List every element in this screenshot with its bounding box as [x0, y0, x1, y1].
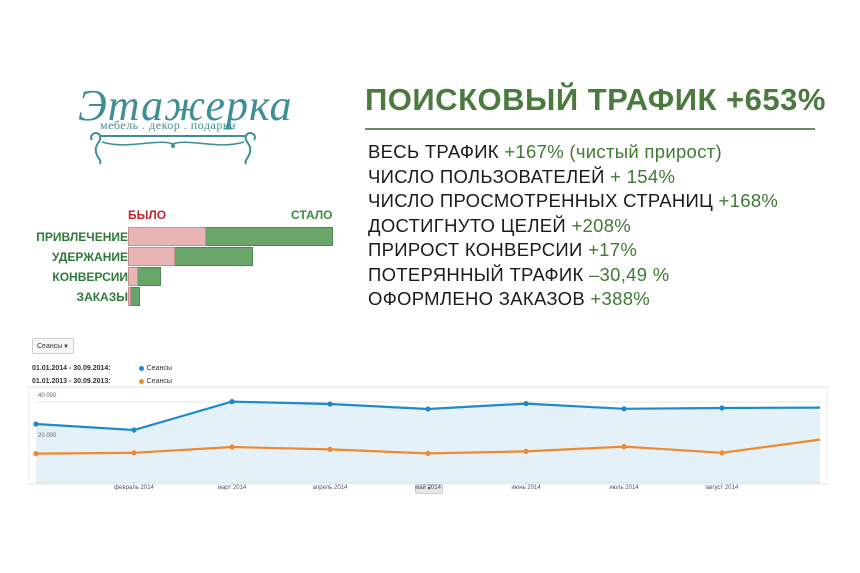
series-2013-point: [425, 450, 431, 456]
y-tick-label: 20 000: [38, 433, 57, 439]
legend-now: СТАЛО: [291, 208, 333, 222]
funnel-bar-chart: БЫЛО СТАЛО ПРИВЛЕЧЕНИЕ УДЕРЖАНИЕ КОНВЕРСИИ…: [0, 195, 345, 325]
legend-2013-dot: [138, 378, 144, 384]
stat-users: ЧИСЛО ПОЛЬЗОВАТЕЛЕЙ + 154%: [368, 165, 676, 187]
chevron-down-icon: ▼: [63, 344, 69, 350]
series-2014-point: [229, 399, 235, 405]
divider: [365, 128, 815, 130]
category-label: ПРИВЛЕЧЕНИЕ: [36, 230, 128, 244]
chart-resize-handle[interactable]: ▾: [415, 484, 443, 494]
series-2013-point: [327, 446, 333, 452]
stat-goals: ДОСТИГНУТО ЦЕЛЕЙ +208%: [368, 214, 632, 236]
stat-orders: ОФОРМЛЕНО ЗАКАЗОВ +388%: [368, 288, 651, 309]
stat-lost-traffic: ПОТЕРЯННЫЙ ТРАФИК –30,49 %: [368, 263, 670, 285]
series-2013-point: [621, 444, 627, 450]
stats-list: ВЕСЬ ТРАФИК +167% (чистый прирост) ЧИСЛО…: [368, 140, 778, 312]
series-2013-point: [131, 450, 137, 456]
series-2014-point: [425, 406, 431, 412]
brand-logo: Этажерка мебель . декор . подарки: [70, 80, 292, 170]
stat-pageviews: ЧИСЛО ПРОСМОТРЕННЫХ СТРАНИЦ +168%: [368, 190, 779, 211]
legend-2014: 01.01.2014 - 30.09.2014: Сеансы: [32, 365, 172, 372]
series-2014-area: [36, 401, 820, 482]
legend-2014-range: 01.01.2014 - 30.09.2014:: [32, 365, 111, 372]
stat-total-traffic: ВЕСЬ ТРАФИК +167% (чистый прирост): [368, 141, 722, 162]
series-2014-point: [33, 421, 39, 427]
metric-dropdown-label: Сеансы: [37, 343, 63, 350]
x-tick-label: апрель 2014: [312, 485, 348, 491]
x-tick-label: март 2014: [217, 485, 247, 491]
series-2013-point: [719, 450, 725, 456]
legend-2013-range: 01.01.2013 - 30.09.2013:: [32, 378, 111, 385]
series-2013-point: [523, 448, 529, 454]
sessions-chart: Сеансы ▼ 01.01.2014 - 30.09.2014: Сеансы …: [28, 332, 828, 494]
logo-ornament-icon: [90, 132, 256, 165]
bar-was: [128, 247, 176, 266]
metric-dropdown[interactable]: Сеансы ▼: [32, 338, 74, 354]
legend-2013-name: Сеансы: [146, 378, 172, 385]
series-2013-point: [33, 451, 39, 457]
series-2014-point: [327, 401, 333, 407]
x-tick-label: февраль 2014: [114, 485, 154, 491]
bar-was: [128, 227, 206, 246]
x-tick-label: август 2014: [705, 485, 739, 491]
sessions-chart-svg: [28, 386, 828, 485]
series-2014-point: [621, 406, 627, 412]
x-tick-label: июнь 2014: [511, 485, 541, 491]
bar-was: [128, 287, 132, 306]
headline-value: +653%: [726, 82, 826, 117]
series-2014-point: [719, 405, 725, 411]
series-2013-point: [229, 444, 235, 450]
headline-label: ПОИСКОВЫЙ ТРАФИК: [365, 82, 717, 117]
category-label: ЗАКАЗЫ: [76, 290, 128, 304]
x-tick-label: июль 2014: [609, 485, 639, 491]
logo-tagline: мебель . декор . подарки: [100, 118, 237, 132]
legend-was: БЫЛО: [128, 208, 167, 222]
series-2014-point: [523, 401, 529, 407]
headline: ПОИСКОВЫЙ ТРАФИК +653%: [365, 82, 826, 118]
category-label: КОНВЕРСИИ: [52, 270, 128, 284]
logo-title: Этажерка: [78, 81, 293, 130]
category-label: УДЕРЖАНИЕ: [51, 250, 128, 264]
legend-2013: 01.01.2013 - 30.09.2013: Сеансы: [32, 378, 172, 385]
y-tick-label: 40 000: [38, 393, 57, 399]
legend-2014-dot: [138, 365, 144, 371]
stat-conversion: ПРИРОСТ КОНВЕРСИИ +17%: [368, 239, 638, 260]
x-tick-label: май 2014: [415, 485, 441, 491]
bar-was: [128, 267, 139, 286]
series-2014-point: [131, 427, 137, 433]
legend-2014-name: Сеансы: [146, 365, 172, 372]
